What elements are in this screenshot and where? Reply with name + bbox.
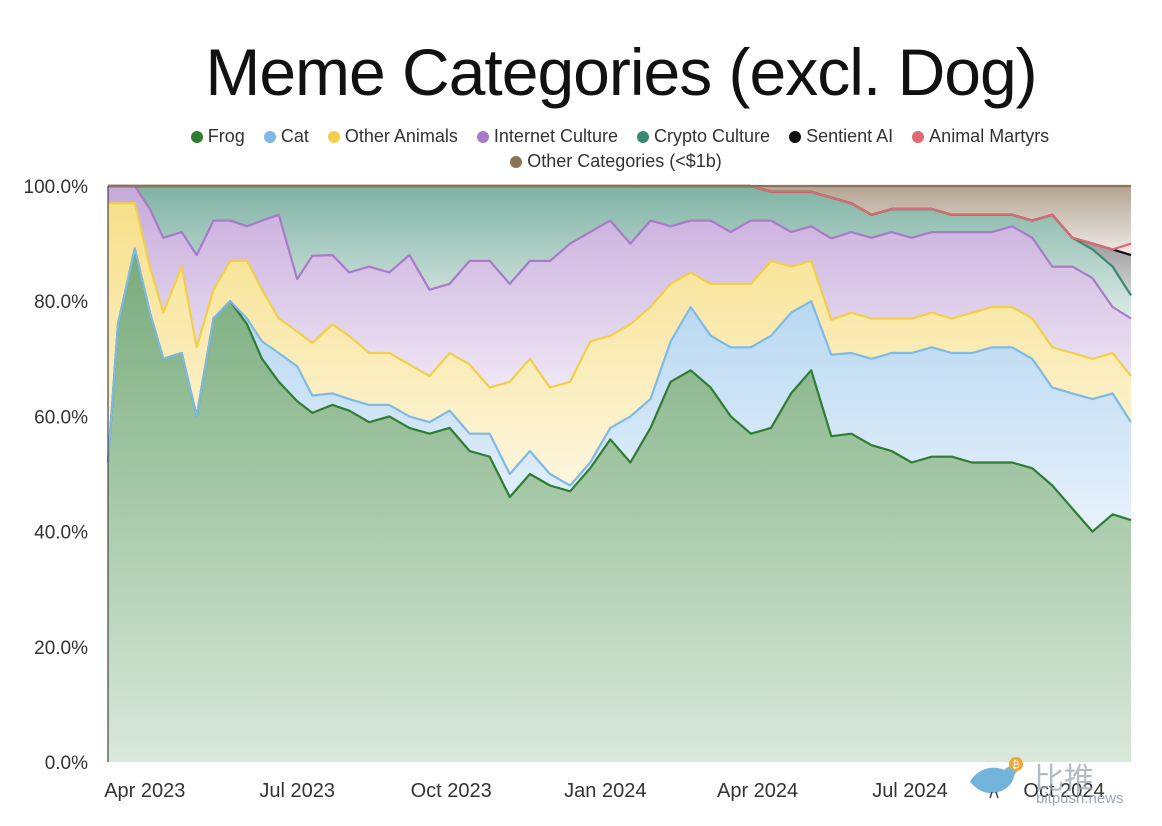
legend-item-frog[interactable]: Frog: [190, 126, 245, 147]
legend-label-other-categories: Other Categories (<$1b): [527, 151, 722, 171]
legend-label-animal-martyrs: Animal Martyrs: [929, 126, 1050, 146]
x-tick-label: Apr 2023: [104, 780, 185, 802]
legend-row-2: Other Categories (<$1b): [0, 151, 1162, 172]
legend-item-other-animals[interactable]: Other Animals: [327, 126, 458, 147]
x-tick-label: Oct 2023: [411, 780, 492, 802]
area-other-animals: [108, 203, 1131, 486]
watermark-url: bitpush.news: [1036, 790, 1124, 807]
series-areas: [108, 186, 1131, 762]
legend-label-internet-culture: Internet Culture: [493, 126, 618, 146]
legend-label-sentient-ai: Sentient AI: [806, 126, 894, 146]
legend-item-sentient-ai[interactable]: Sentient AI: [789, 126, 893, 147]
area-internet-culture: [108, 186, 1131, 388]
area-frog: [108, 248, 1131, 762]
y-tick-label: 20.0%: [34, 638, 88, 659]
legend-swatch-other-animals: [327, 131, 340, 143]
watermark-chinese-text: 比推: [1034, 762, 1094, 797]
legend-swatch-cat: [263, 131, 276, 143]
area-other-categories-1b: [108, 186, 1131, 250]
legend-label-crypto-culture: Crypto Culture: [654, 126, 771, 146]
x-tick-label: Jul 2023: [259, 780, 335, 802]
legend-swatch-other-categories: [510, 156, 523, 168]
watermark-coin: ₿: [1012, 759, 1019, 771]
x-tick-label: Apr 2024: [717, 780, 798, 802]
legend-label-other-animals: Other Animals: [344, 126, 458, 146]
y-tick-label: 0.0%: [45, 753, 88, 774]
legend-item-cat[interactable]: Cat: [263, 126, 309, 147]
legend-item-animal-martyrs[interactable]: Animal Martyrs: [912, 126, 1049, 147]
x-axis-ticks: Apr 2023 Jul 2023 Oct 2023 Jan 2024 Apr 2024…: [104, 780, 1104, 802]
legend-item-crypto-culture[interactable]: Crypto Culture: [637, 126, 770, 147]
chart-title: Meme Categories (excl. Dog): [205, 35, 1037, 109]
bird-logo-icon: ₿: [970, 757, 1023, 799]
series-lines: [106, 184, 1132, 533]
y-tick-label: 40.0%: [34, 523, 88, 544]
legend-swatch-animal-martyrs: [912, 131, 925, 143]
line-internet-culture: [108, 184, 1132, 320]
x-tick-label: Oct 2024: [1023, 780, 1104, 802]
y-tick-label: 60.0%: [34, 407, 88, 428]
legend-label-cat: Cat: [280, 126, 309, 146]
line-cat: [106, 247, 1132, 487]
y-tick-label: 80.0%: [34, 292, 88, 313]
legend: Frog Cat Other Animals Internet Culture …: [0, 126, 1162, 147]
y-tick-label: 100.0%: [24, 177, 89, 198]
legend-item-other-categories[interactable]: Other Categories (<$1b): [510, 151, 722, 172]
legend-swatch-crypto-culture: [637, 131, 650, 143]
line-other-animals: [108, 202, 1132, 389]
x-tick-label: Jul 2024: [872, 780, 948, 802]
legend-swatch-internet-culture: [476, 131, 489, 143]
area-cat: [108, 248, 1131, 532]
legend-label-frog: Frog: [207, 126, 245, 146]
x-tick-label: Jan 2024: [564, 780, 646, 802]
line-frog: [106, 247, 1132, 533]
legend-swatch-sentient-ai: [789, 131, 802, 143]
y-axis-ticks: 0.0% 20.0% 40.0% 60.0% 80.0% 100.0%: [24, 177, 89, 774]
legend-swatch-frog: [190, 131, 203, 143]
legend-item-internet-culture[interactable]: Internet Culture: [476, 126, 618, 147]
area-crypto-culture: [108, 186, 1131, 319]
